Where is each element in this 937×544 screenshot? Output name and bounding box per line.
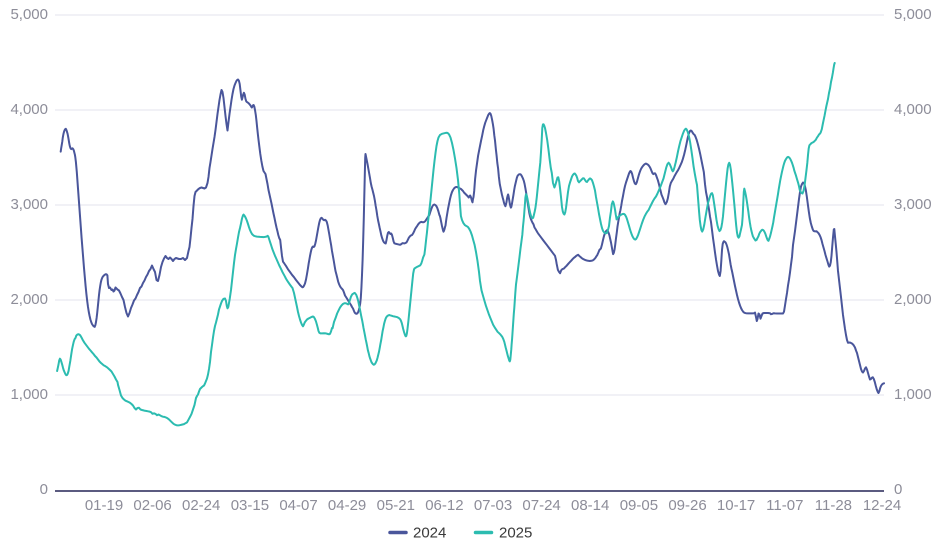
svg-text:09-26: 09-26 (668, 497, 706, 514)
svg-text:0: 0 (894, 481, 902, 498)
svg-text:2,000: 2,000 (10, 291, 48, 308)
svg-text:03-15: 03-15 (231, 497, 269, 514)
svg-text:1,000: 1,000 (10, 386, 48, 403)
svg-text:2025: 2025 (499, 525, 532, 542)
svg-text:3,000: 3,000 (894, 196, 932, 213)
svg-text:5,000: 5,000 (894, 6, 932, 23)
svg-text:04-29: 04-29 (328, 497, 366, 514)
svg-text:4,000: 4,000 (10, 101, 48, 118)
svg-text:3,000: 3,000 (10, 196, 48, 213)
svg-text:12-24: 12-24 (863, 497, 901, 514)
svg-text:08-14: 08-14 (571, 497, 609, 514)
svg-text:07-03: 07-03 (474, 497, 512, 514)
svg-text:5,000: 5,000 (10, 6, 48, 23)
svg-text:1,000: 1,000 (894, 386, 932, 403)
svg-text:02-24: 02-24 (182, 497, 220, 514)
svg-text:4,000: 4,000 (894, 101, 932, 118)
svg-text:09-05: 09-05 (620, 497, 658, 514)
svg-text:2,000: 2,000 (894, 291, 932, 308)
svg-text:05-21: 05-21 (377, 497, 415, 514)
svg-text:06-12: 06-12 (425, 497, 463, 514)
svg-text:11-07: 11-07 (766, 497, 803, 514)
svg-text:07-24: 07-24 (522, 497, 560, 514)
svg-text:0: 0 (40, 481, 48, 498)
svg-text:11-28: 11-28 (815, 497, 852, 514)
svg-text:02-06: 02-06 (133, 497, 171, 514)
svg-text:04-07: 04-07 (279, 497, 317, 514)
svg-text:2024: 2024 (413, 525, 446, 542)
svg-text:10-17: 10-17 (717, 497, 755, 514)
svg-text:01-19: 01-19 (85, 497, 123, 514)
